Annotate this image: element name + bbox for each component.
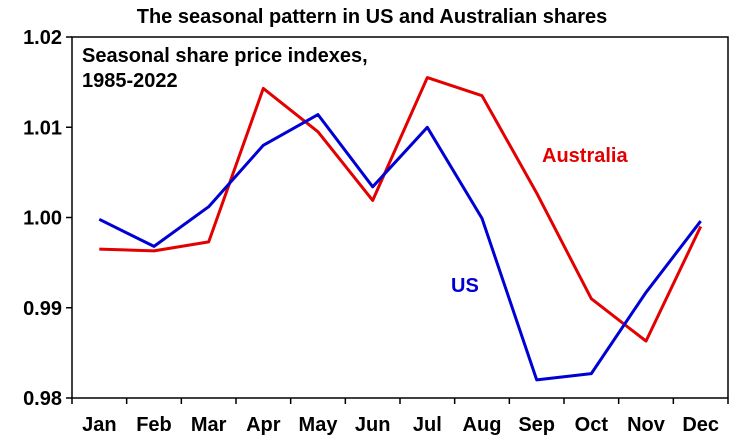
series-label-australia: Australia [542,145,628,167]
y-tick-label: 1.01 [23,117,62,139]
x-tick-label-may: May [299,414,339,436]
x-tick-label-oct: Oct [575,414,609,436]
x-tick-label-jan: Jan [82,414,116,436]
subtitle-line-1: Seasonal share price indexes, [82,45,368,67]
y-tick-label: 1.02 [23,27,62,49]
x-tick-label-mar: Mar [191,414,227,436]
series-line-us [98,113,702,382]
x-tick-label-nov: Nov [627,414,666,436]
subtitle-line-2: 1985-2022 [82,70,178,92]
y-tick-label: 0.99 [23,298,62,320]
chart-title: The seasonal pattern in US and Australia… [137,6,608,28]
plot-area: Seasonal share price indexes, 1985-2022 [71,36,729,399]
x-tick-label-apr: Apr [246,414,281,436]
x-tick-label-jul: Jul [413,414,442,436]
x-tick-label-jun: Jun [355,414,391,436]
y-tick-label: 1.00 [23,208,62,230]
x-tick-label-aug: Aug [463,414,502,436]
x-axis: Jan Feb Mar Apr May Jun Jul Aug Sep Oct Nov Dec [71,398,729,436]
series-line-australia [99,76,703,343]
y-axis: 0.98 0.99 1.00 1.01 1.02 [23,27,72,410]
x-tick-label-dec: Dec [682,414,719,436]
y-tick-label: 0.98 [23,388,62,410]
series-label-us: US [451,275,479,297]
series-lines [98,76,703,382]
x-tick-label-feb: Feb [136,414,172,436]
x-tick-label-sep: Sep [518,414,555,436]
